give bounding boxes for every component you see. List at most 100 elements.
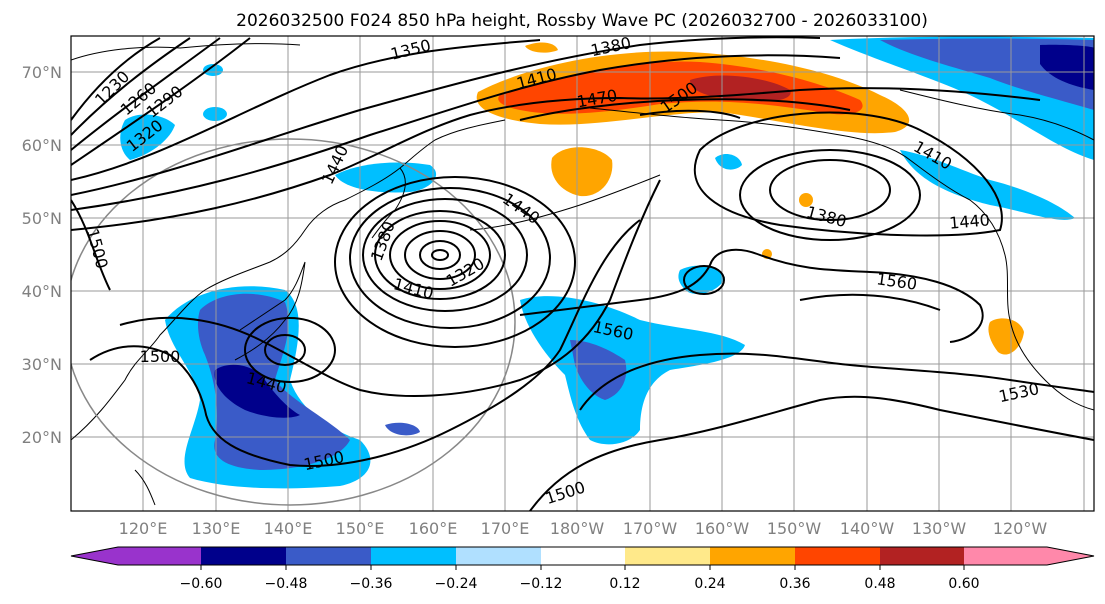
colorbar-tick-label: 0.12 <box>609 576 640 592</box>
colorbar-tick-label: −0.60 <box>180 576 223 592</box>
coast-philippines <box>134 469 156 506</box>
contour-1530 <box>579 352 1094 411</box>
colorbar-tick-label: −0.48 <box>265 576 308 592</box>
contour-label: 1440 <box>948 210 990 232</box>
contour-1380-north <box>71 36 821 196</box>
contour-low-2 <box>404 230 476 280</box>
negative-anomaly-small-4 <box>203 64 223 76</box>
reference-circle <box>71 138 516 506</box>
anomaly-shading <box>120 36 1094 489</box>
positive-anomaly-small-3 <box>988 318 1024 355</box>
lon-label: 140°E <box>264 519 313 538</box>
contour-low-4 <box>374 210 506 300</box>
lat-label: 20°N <box>22 428 62 447</box>
colorbar: −0.60 −0.48 −0.36 −0.24 −0.12 0.12 0.24 … <box>70 546 1095 592</box>
colorbar-segment <box>964 547 1094 565</box>
lon-label: 160°E <box>409 519 458 538</box>
lon-label: 130°W <box>912 519 967 538</box>
coast-aleutians <box>469 174 661 231</box>
contour-small-ring <box>683 265 725 295</box>
colorbar-segment <box>456 547 541 565</box>
contour-1500-south <box>89 219 641 467</box>
lon-label: 180°W <box>550 519 605 538</box>
contour-label: 1500 <box>140 347 181 366</box>
positive-anomaly-small-2 <box>551 147 613 197</box>
lon-label: 170°E <box>481 519 530 538</box>
contour-1560-east <box>799 293 941 311</box>
lat-label: 60°N <box>22 136 62 155</box>
contour-low-3 <box>389 220 491 290</box>
contour-1350 <box>71 39 541 181</box>
colorbar-tick-label: −0.12 <box>520 576 563 592</box>
map-frame <box>70 35 1095 512</box>
contour-1410-north <box>71 54 841 211</box>
negative-anomaly-japan-core <box>214 364 300 418</box>
lon-label: 120°W <box>993 519 1048 538</box>
negative-anomaly-northeast-core <box>1040 44 1094 90</box>
colorbar-tick-label: −0.36 <box>350 576 393 592</box>
contour-low-7 <box>334 176 576 348</box>
contour-1440-north <box>71 87 1041 231</box>
map-area: 1350 1380 1230 1260 1290 1320 1410 1470 … <box>71 36 1094 511</box>
colorbar-segment <box>710 547 795 565</box>
contour-low-6 <box>349 187 551 329</box>
coast-north <box>71 43 301 61</box>
lat-lon-grid <box>71 36 1094 511</box>
negative-anomaly-central-tongue-mid <box>570 340 627 400</box>
contour-low-8 <box>431 249 449 261</box>
colorbar-ticks <box>200 565 965 570</box>
colorbar-tick-label: 0.48 <box>864 576 895 592</box>
coast-canada-arctic <box>899 89 1094 141</box>
positive-anomaly-small-1 <box>525 42 558 53</box>
lon-label: 170°W <box>623 519 678 538</box>
contour-1470 <box>519 98 851 121</box>
lat-label: 40°N <box>22 282 62 301</box>
colorbar-segment <box>201 547 286 565</box>
colorbar-segment <box>880 547 964 565</box>
lon-label: 160°W <box>695 519 750 538</box>
contour-1320 <box>71 37 251 166</box>
colorbar-segment <box>795 547 880 565</box>
negative-anomaly-small-5 <box>203 107 227 121</box>
coast-asia <box>71 119 506 441</box>
lon-label: 140°W <box>840 519 895 538</box>
lon-label: 150°W <box>767 519 822 538</box>
colorbar-outline <box>70 546 1095 566</box>
lon-label: 130°E <box>192 519 241 538</box>
contour-gulf-low-3 <box>693 111 1003 237</box>
coast-alaska <box>589 107 1094 411</box>
longitude-labels: 120°E 130°E 140°E 150°E 160°E 170°E 180°… <box>119 519 1048 538</box>
coast-japan <box>234 261 306 361</box>
negative-anomaly-gulf-alaska <box>900 150 1075 220</box>
colorbar-tick-label: 0.36 <box>779 576 810 592</box>
colorbar-tick-label: −0.24 <box>435 576 478 592</box>
latitude-labels: 70°N 60°N 50°N 40°N 30°N 20°N <box>22 63 62 447</box>
contour-1260 <box>71 37 191 136</box>
contour-1230 <box>71 37 161 121</box>
contour-japan-high-2 <box>244 317 336 383</box>
contour-gulf-low-1 <box>769 159 891 221</box>
lat-label: 50°N <box>22 209 62 228</box>
contour-1440-south <box>119 179 661 397</box>
lat-label: 70°N <box>22 63 62 82</box>
contour-low-5 <box>362 198 528 312</box>
contour-gulf-low-2 <box>739 149 921 241</box>
negative-anomaly-small-6 <box>385 422 420 436</box>
positive-anomaly-core <box>690 75 791 102</box>
colorbar-tick-label: 0.24 <box>694 576 725 592</box>
lat-label: 30°N <box>22 355 62 374</box>
negative-anomaly-japan-mid <box>197 293 350 470</box>
contour-1560 <box>519 248 984 343</box>
map-title: 2026032500 F024 850 hPa height, Rossby W… <box>236 11 928 31</box>
colorbar-tick-label: 0.60 <box>948 576 979 592</box>
contour-1500-far-south <box>529 395 1094 511</box>
negative-anomaly-arctic-west <box>120 114 175 160</box>
contour-japan-high-1 <box>264 334 306 366</box>
lon-label: 150°E <box>336 519 385 538</box>
colorbar-segment <box>625 547 710 565</box>
contour-low-1 <box>419 240 461 270</box>
coastlines <box>71 43 1094 506</box>
lon-label: 120°E <box>119 519 168 538</box>
contour-1500-north <box>639 109 741 119</box>
colorbar-segment <box>71 547 201 565</box>
